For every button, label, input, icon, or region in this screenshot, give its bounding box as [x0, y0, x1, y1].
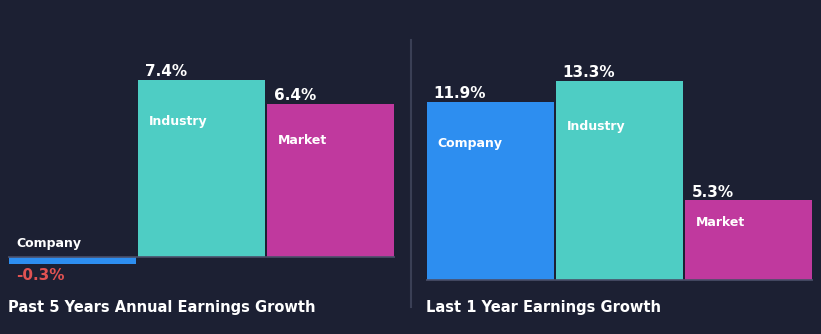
Bar: [268, 104, 394, 257]
Bar: [139, 80, 265, 257]
Text: Industry: Industry: [149, 115, 208, 128]
Text: Market: Market: [695, 216, 745, 229]
Text: -0.3%: -0.3%: [16, 268, 64, 283]
Text: Last 1 Year Earnings Growth: Last 1 Year Earnings Growth: [426, 301, 661, 315]
Text: Industry: Industry: [566, 121, 625, 134]
Bar: [10, 257, 135, 265]
Text: Company: Company: [16, 237, 81, 250]
Text: Past 5 Years Annual Earnings Growth: Past 5 Years Annual Earnings Growth: [8, 301, 316, 315]
Bar: [556, 80, 682, 280]
Text: Company: Company: [438, 137, 502, 150]
Text: 5.3%: 5.3%: [691, 185, 734, 200]
Text: 11.9%: 11.9%: [433, 86, 486, 101]
Bar: [686, 200, 811, 280]
Text: 7.4%: 7.4%: [144, 63, 187, 78]
Text: 6.4%: 6.4%: [274, 88, 316, 103]
Text: 13.3%: 13.3%: [562, 65, 615, 80]
Bar: [427, 102, 553, 280]
Text: Market: Market: [277, 135, 327, 147]
